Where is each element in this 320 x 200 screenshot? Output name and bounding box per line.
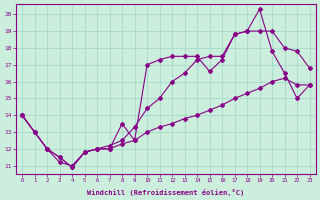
- X-axis label: Windchill (Refroidissement éolien,°C): Windchill (Refroidissement éolien,°C): [87, 189, 244, 196]
